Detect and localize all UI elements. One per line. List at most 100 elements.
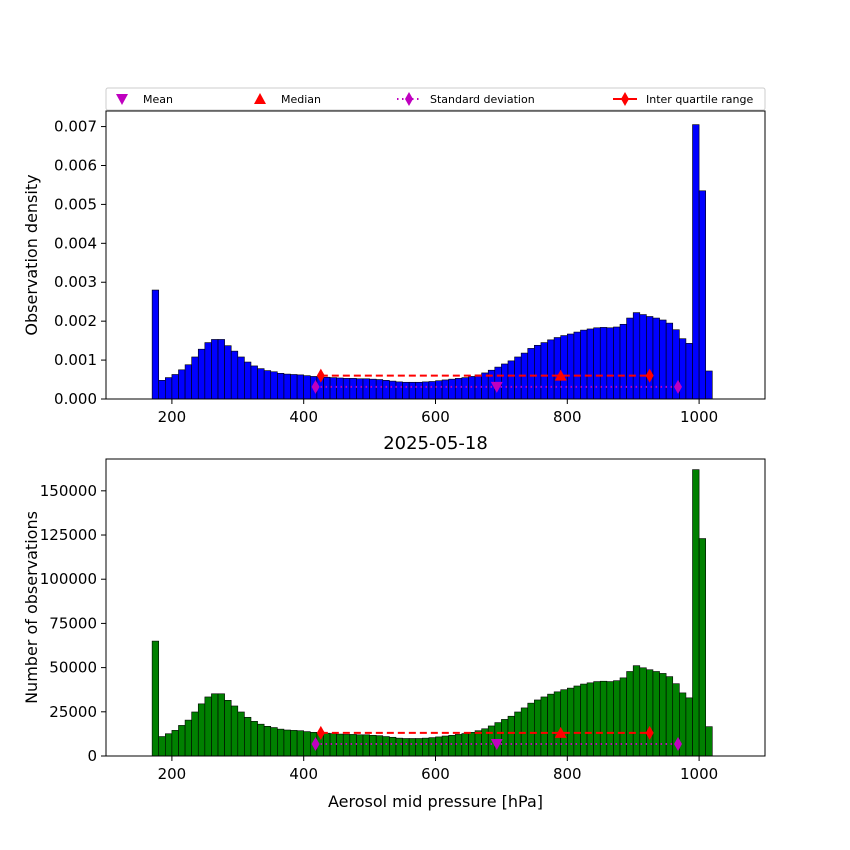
- histogram-bar: [211, 693, 219, 757]
- histogram-bar: [224, 700, 232, 757]
- histogram-bar: [375, 735, 384, 757]
- legend-marker: [621, 92, 629, 106]
- y-tick-label: 100000: [40, 570, 97, 588]
- y-axis-label: Observation density: [22, 174, 41, 335]
- histogram-bar: [580, 329, 588, 400]
- std-low-marker: [311, 379, 320, 394]
- histogram-bar: [349, 734, 357, 757]
- histogram-bar: [382, 380, 390, 400]
- histogram-bar: [362, 378, 370, 400]
- histogram-bar: [553, 337, 562, 400]
- histogram-bar: [599, 327, 608, 400]
- x-tick-label: 400: [289, 408, 318, 426]
- histogram-bar: [402, 738, 410, 757]
- histogram-bar: [204, 696, 212, 757]
- legend-marker: [254, 93, 266, 104]
- histogram-bar: [296, 730, 304, 757]
- legend-entry: Median: [254, 93, 321, 106]
- histogram-bar: [230, 705, 239, 757]
- std-low-marker: [311, 736, 320, 751]
- histogram-bar: [151, 289, 160, 400]
- histogram-bar: [428, 737, 436, 757]
- histogram-bar: [566, 687, 575, 757]
- histogram-bar: [191, 711, 199, 757]
- y-tick-label: 125000: [40, 526, 97, 544]
- legend-entry: Standard deviation: [397, 92, 535, 106]
- std-high-marker: [674, 379, 683, 394]
- histogram-bar: [454, 378, 463, 400]
- histogram-bar: [342, 734, 351, 757]
- histogram-bar: [428, 381, 436, 400]
- histogram-bar: [250, 721, 258, 757]
- histogram-bars: [151, 469, 713, 757]
- x-tick-label: 600: [421, 408, 450, 426]
- histogram-bar: [632, 665, 641, 757]
- histogram-bar: [692, 469, 700, 757]
- histogram-bar: [270, 727, 278, 757]
- y-axis-label: Number of observations: [22, 511, 41, 704]
- histogram-bar: [165, 377, 173, 400]
- histogram-bar: [270, 371, 278, 400]
- histogram-bar: [659, 319, 667, 400]
- histogram-bar: [580, 683, 588, 757]
- histogram-bar: [527, 702, 535, 757]
- histogram-bar: [244, 716, 252, 757]
- histogram-bar: [593, 327, 601, 400]
- histogram-bar: [158, 736, 166, 757]
- histogram-bar: [277, 373, 285, 400]
- histogram-bar: [237, 711, 245, 757]
- histogram-bar: [237, 356, 245, 400]
- histogram-bar: [501, 719, 509, 757]
- histogram-bar: [290, 374, 298, 400]
- histogram-bar: [454, 734, 463, 757]
- histogram-bar: [507, 360, 515, 400]
- histogram-bar: [375, 379, 384, 400]
- histogram-bar: [303, 375, 311, 400]
- histogram-bar: [679, 338, 687, 400]
- histogram-bar: [263, 370, 272, 400]
- x-tick-label: 800: [553, 408, 582, 426]
- legend-box: [105, 87, 766, 111]
- histogram-bar: [408, 738, 417, 757]
- histogram-bar: [158, 380, 166, 400]
- x-axis-label: Aerosol mid pressure [hPa]: [328, 792, 543, 811]
- histogram-bar: [211, 339, 219, 400]
- histogram-bar: [178, 369, 186, 400]
- y-tick-label: 0.003: [54, 273, 97, 291]
- histogram-bar: [336, 733, 344, 757]
- histogram-bar: [171, 374, 179, 400]
- histogram-bar: [356, 378, 364, 400]
- histogram-bar: [197, 703, 206, 757]
- histogram-bar: [336, 377, 344, 400]
- histogram-bar: [283, 373, 291, 400]
- y-tick-label: 150000: [40, 482, 97, 500]
- legend-entry: Inter quartile range: [613, 92, 753, 106]
- histogram-bar: [481, 372, 489, 400]
- histogram-bar: [698, 190, 706, 400]
- statistics-overlay: [311, 368, 683, 394]
- legend-entry: Mean: [116, 93, 173, 106]
- histogram-bar: [514, 356, 522, 400]
- histogram-bar: [586, 682, 594, 757]
- histogram-bar: [224, 345, 232, 400]
- histogram-bar: [290, 730, 298, 757]
- y-tick-label: 25000: [49, 703, 97, 721]
- histogram-bar: [553, 691, 562, 757]
- histogram-bar: [626, 671, 634, 757]
- histogram-bar: [435, 380, 443, 400]
- histogram-bar: [349, 378, 357, 400]
- std-high-marker: [674, 736, 683, 751]
- y-tick-label: 0.004: [54, 234, 97, 252]
- mean-marker: [490, 381, 503, 393]
- histogram-bar: [191, 356, 199, 400]
- y-tick-label: 0.002: [54, 312, 97, 330]
- histogram-bar: [250, 365, 258, 400]
- histogram-bar: [389, 736, 397, 757]
- iqr-high-marker: [645, 725, 654, 740]
- histogram-bar: [698, 538, 706, 757]
- histogram-bar: [507, 715, 515, 757]
- histogram-bar: [534, 344, 542, 400]
- y-tick-label: 0: [87, 747, 97, 765]
- histogram-bar: [448, 735, 456, 757]
- statistics-overlay: [311, 725, 683, 751]
